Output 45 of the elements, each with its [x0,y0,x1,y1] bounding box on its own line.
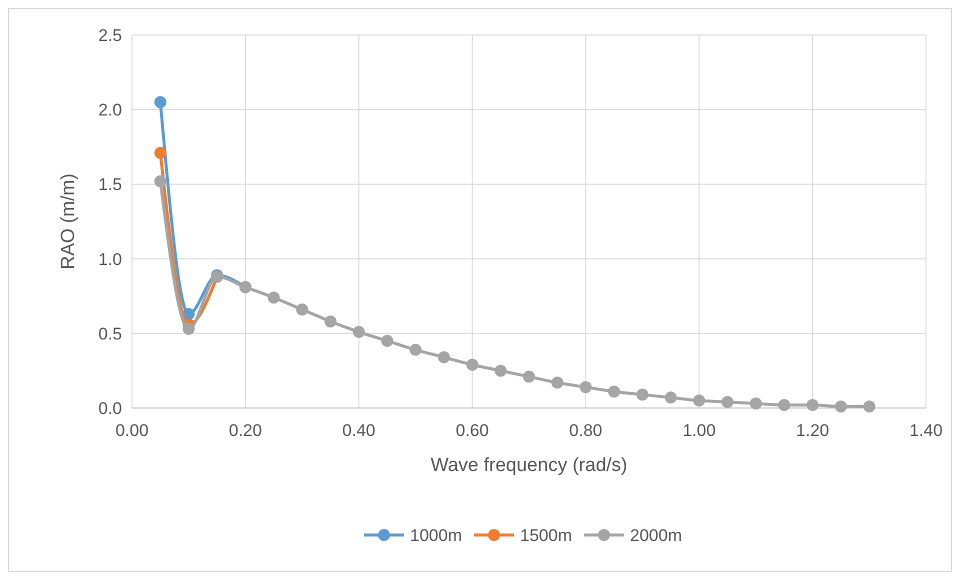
x-tick-label: 0.60 [456,421,489,440]
point [608,386,620,398]
y-tick-label: 2.5 [98,26,122,45]
point [778,399,790,412]
x-tick-label: 1.40 [909,421,943,440]
point [494,364,507,377]
point [182,322,195,335]
point [523,370,535,383]
x-tick-label: 0.80 [569,421,602,440]
point [580,381,592,394]
point [636,388,648,401]
point [268,292,280,304]
point [834,400,847,413]
y-tick-label: 1.5 [98,175,122,194]
y-tick-label: 0.0 [98,398,122,418]
point [438,351,450,364]
point [381,334,394,347]
point [352,326,365,338]
y-tick-label: 0.5 [98,324,122,344]
point [863,400,876,413]
y-tick-label: 1.0 [98,250,122,269]
point [154,175,166,188]
legend-label: 1500m [520,526,572,545]
point [693,394,706,407]
x-axis-title: Wave frequency (rad/s) [430,455,628,476]
point [722,396,734,408]
x-tick-label: 0.20 [228,421,262,440]
point [551,376,564,389]
point [296,304,308,316]
point [750,398,762,410]
y-axis-title: RAO (m/m) [58,173,79,270]
x-tick-label: 0.00 [115,421,149,440]
point [154,96,166,108]
legend-label: 2000m [630,526,682,545]
point [154,146,166,159]
point [410,344,422,356]
point [466,358,478,371]
x-tick-label: 1.00 [682,421,716,440]
x-tick-label: 1.20 [796,421,830,440]
point [664,392,677,404]
point [806,399,819,412]
point [324,315,336,328]
legend-label: 1000m [410,526,462,545]
x-tick-label: 0.40 [342,421,376,440]
y-tick-label: 2.0 [98,100,122,120]
